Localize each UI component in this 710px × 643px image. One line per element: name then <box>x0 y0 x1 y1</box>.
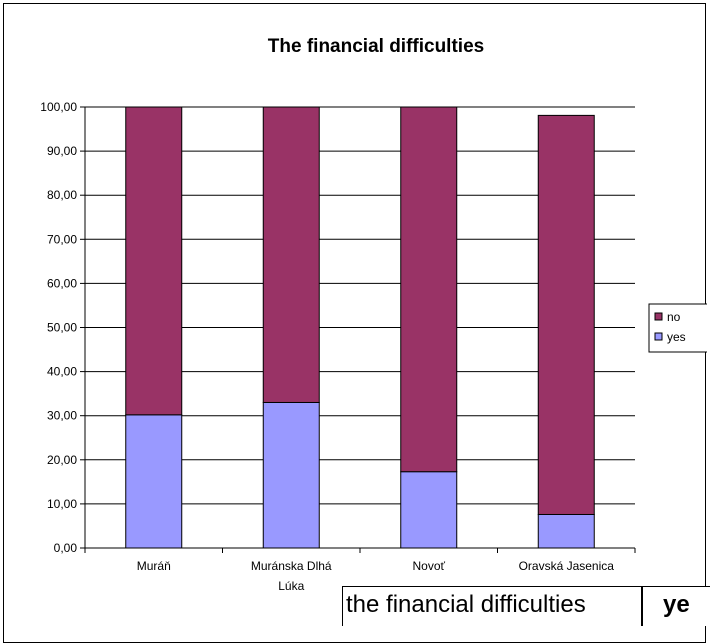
x-category-label: Muráň <box>137 559 171 573</box>
table-cell-label: the financial difficulties <box>343 587 643 626</box>
bar-yes <box>537 513 595 549</box>
bar-no <box>262 106 320 403</box>
chart-frame: The financial difficulties 0,00 10,00 20,0… <box>3 3 707 643</box>
bar-yes <box>400 471 458 549</box>
y-tick-label: 100,00 <box>40 100 77 114</box>
bar-no <box>537 114 595 515</box>
y-tick-label: 20,00 <box>47 453 77 467</box>
x-category-label: Novoť <box>412 559 445 573</box>
chart-title: The financial difficulties <box>268 36 484 57</box>
legend-swatch-yes <box>654 332 663 341</box>
y-tick-label: 70,00 <box>47 232 77 246</box>
y-tick-label: 40,00 <box>47 365 77 379</box>
x-category-label: Muránska Dlhá Lúka <box>251 559 332 593</box>
legend-label-no: no <box>667 310 681 324</box>
y-tick-label: 10,00 <box>47 497 77 511</box>
legend-box <box>648 303 707 353</box>
y-tick-label: 0,00 <box>54 541 78 555</box>
legend-swatch-no <box>654 312 663 321</box>
bar-no <box>400 106 458 473</box>
y-tick-label: 90,00 <box>47 144 77 158</box>
data-table-strip: the financial difficulties ye <box>342 586 710 626</box>
bar-no <box>125 106 183 416</box>
y-tick-label: 60,00 <box>47 276 77 290</box>
legend-label-yes: yes <box>667 330 686 344</box>
stacked-bar-chart: The financial difficulties 0,00 10,00 20,0… <box>40 36 707 593</box>
table-cell-header: ye <box>663 591 690 618</box>
y-tick-label: 30,00 <box>47 409 77 423</box>
y-tick-label: 50,00 <box>47 321 77 335</box>
x-category-label: Oravská Jasenica <box>519 559 615 573</box>
y-tick-label: 80,00 <box>47 188 77 202</box>
bar-yes <box>262 401 320 549</box>
bar-yes <box>125 414 183 549</box>
